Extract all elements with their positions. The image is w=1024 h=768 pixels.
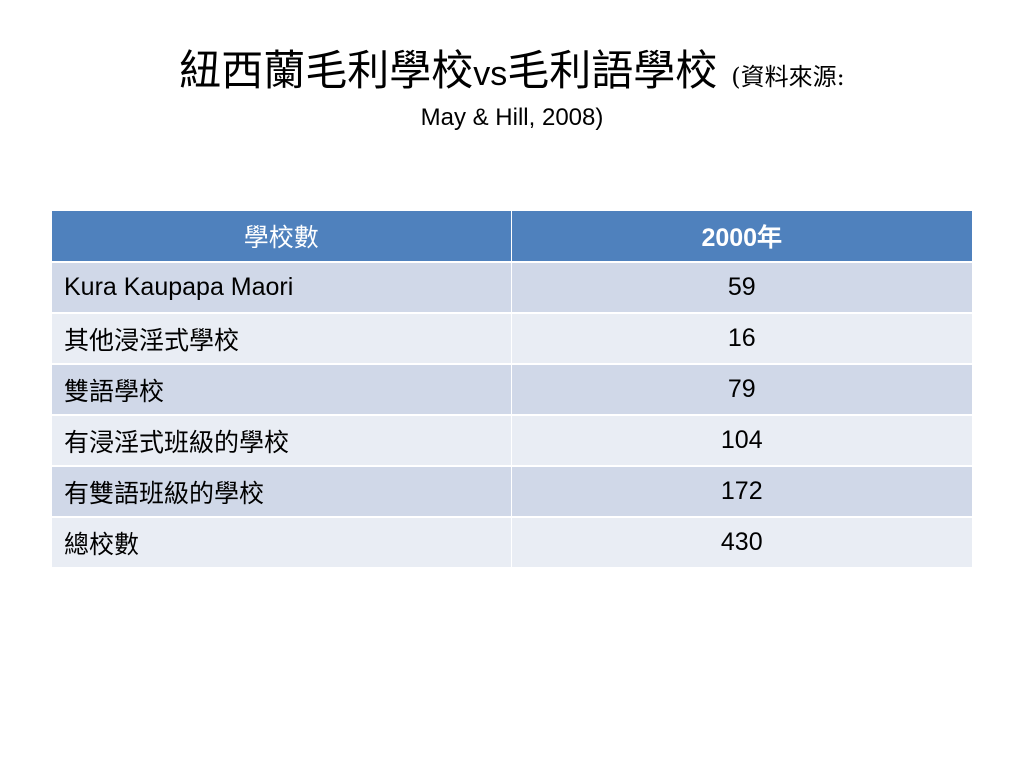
- header-school-count: 學校數: [52, 211, 512, 263]
- title-source-text: (資料來源:: [731, 63, 845, 91]
- table-row: 有浸淫式班級的學校 104: [52, 415, 972, 467]
- title-vs-text: vs: [473, 55, 508, 93]
- table-header-row: 學校數 2000年: [52, 211, 972, 263]
- row-value: 172: [511, 466, 972, 518]
- title-main-text-2: 毛利語學校: [507, 46, 718, 95]
- table-row: 總校數 430: [52, 517, 972, 569]
- row-name: 總校數: [52, 517, 512, 569]
- header-year-2000: 2000年: [511, 211, 972, 263]
- row-value: 59: [511, 262, 972, 314]
- row-name: 有雙語班級的學校: [52, 466, 512, 518]
- row-value: 79: [511, 364, 972, 416]
- slide-title: 紐西蘭毛利學校vs毛利語學校 (資料來源: May & Hill, 2008): [40, 46, 984, 133]
- row-value: 104: [511, 415, 972, 467]
- table-row: 有雙語班級的學校 172: [52, 466, 972, 518]
- title-main-text: 紐西蘭毛利學校: [179, 46, 474, 95]
- schools-table: 學校數 2000年 Kura Kaupapa Maori 59 其他浸淫式學校 …: [52, 211, 972, 569]
- title-line-1: 紐西蘭毛利學校vs毛利語學校 (資料來源:: [40, 46, 984, 96]
- title-line-2: May & Hill, 2008): [420, 104, 604, 132]
- row-name: Kura Kaupapa Maori: [52, 262, 512, 314]
- row-name: 雙語學校: [52, 364, 512, 416]
- row-name: 有浸淫式班級的學校: [52, 415, 512, 467]
- row-name: 其他浸淫式學校: [52, 313, 512, 365]
- row-value: 430: [511, 517, 972, 569]
- table-row: 雙語學校 79: [52, 364, 972, 416]
- table-row: Kura Kaupapa Maori 59: [52, 262, 972, 314]
- row-value: 16: [511, 313, 972, 365]
- table-row: 其他浸淫式學校 16: [52, 313, 972, 365]
